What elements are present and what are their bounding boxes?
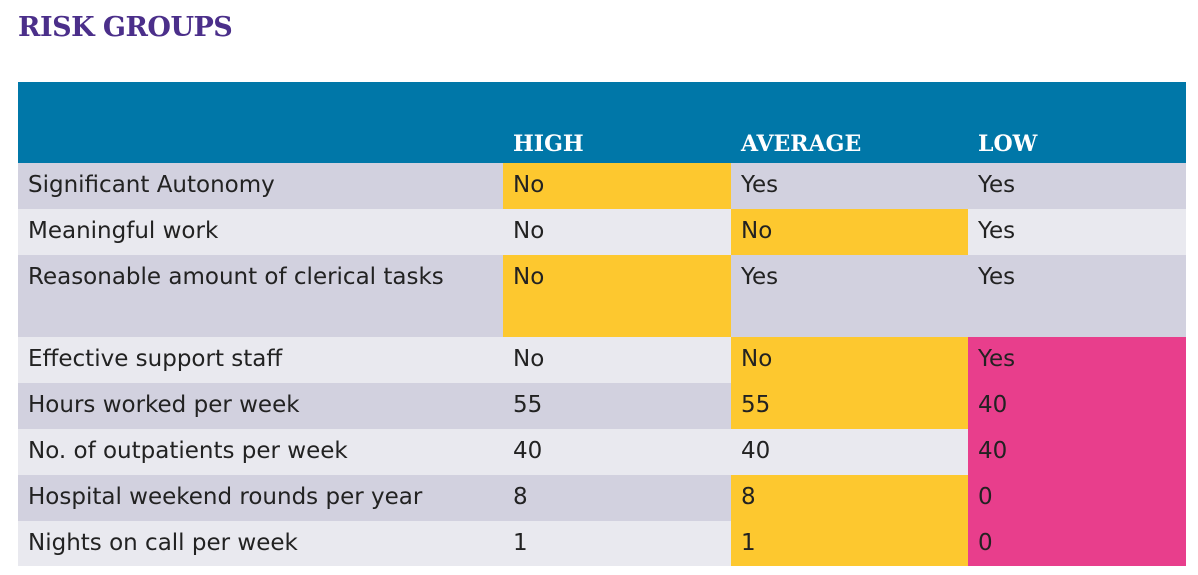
table-cell: 8 (731, 475, 968, 521)
table-row: No. of outpatients per week 40 40 40 (18, 429, 1186, 475)
table: HIGH AVERAGE LOW Significant Autonomy No Yes… (18, 82, 1186, 566)
table-row: Meaningful work No No Yes (18, 209, 1186, 255)
row-label: No. of outpatients per week (28, 438, 348, 464)
table-cell: 40 (968, 429, 1186, 475)
table-cell: Yes (978, 264, 1016, 290)
row-label: Significant Autonomy (28, 172, 275, 198)
table-cell: 0 (968, 521, 1186, 566)
table-row: Significant Autonomy No Yes Yes (18, 163, 1186, 209)
row-label: Reasonable amount of clerical tasks (28, 264, 444, 290)
row-label: Meaningful work (28, 218, 219, 244)
row-label: Nights on call per week (28, 530, 298, 556)
table-cell: Yes (968, 337, 1186, 383)
table-row: Hospital weekend rounds per year 8 8 0 (18, 475, 1186, 521)
table-cell: 1 (513, 530, 528, 556)
table-cell: 40 (968, 383, 1186, 429)
title: RISK GROUPS (18, 12, 233, 43)
row-label: Hours worked per week (28, 392, 300, 418)
column-header: HIGH (513, 131, 584, 157)
column-header: AVERAGE (741, 131, 862, 157)
table-row: Hours worked per week 55 55 40 (18, 383, 1186, 429)
table-cell: No (513, 218, 545, 244)
table-cell: 0 (968, 475, 1186, 521)
table-cell: Yes (978, 172, 1016, 198)
table-cell: Yes (741, 264, 779, 290)
table-cell: 8 (513, 484, 528, 510)
table-cell: No (731, 209, 968, 255)
table-row: Reasonable amount of clerical tasks No Yes… (18, 255, 1186, 337)
table-header: HIGH AVERAGE LOW (18, 82, 1186, 163)
table-cell: 40 (741, 438, 771, 464)
table-cell: 55 (731, 383, 968, 429)
table-cell: 1 (731, 521, 968, 566)
column-header: LOW (978, 131, 1038, 157)
table-cell: 40 (513, 438, 543, 464)
table-cell: Yes (741, 172, 779, 198)
table-cell: 55 (513, 392, 543, 418)
table-cell: No (513, 346, 545, 372)
table-cell: No (503, 163, 731, 209)
table-row: Nights on call per week 1 1 0 (18, 521, 1186, 566)
table-row: Effective support staff No No Yes (18, 337, 1186, 383)
table-cell: No (731, 337, 968, 383)
table-cell: No (503, 255, 731, 337)
row-label: Hospital weekend rounds per year (28, 484, 423, 510)
table-cell: Yes (978, 218, 1016, 244)
row-label: Effective support staff (28, 346, 283, 372)
